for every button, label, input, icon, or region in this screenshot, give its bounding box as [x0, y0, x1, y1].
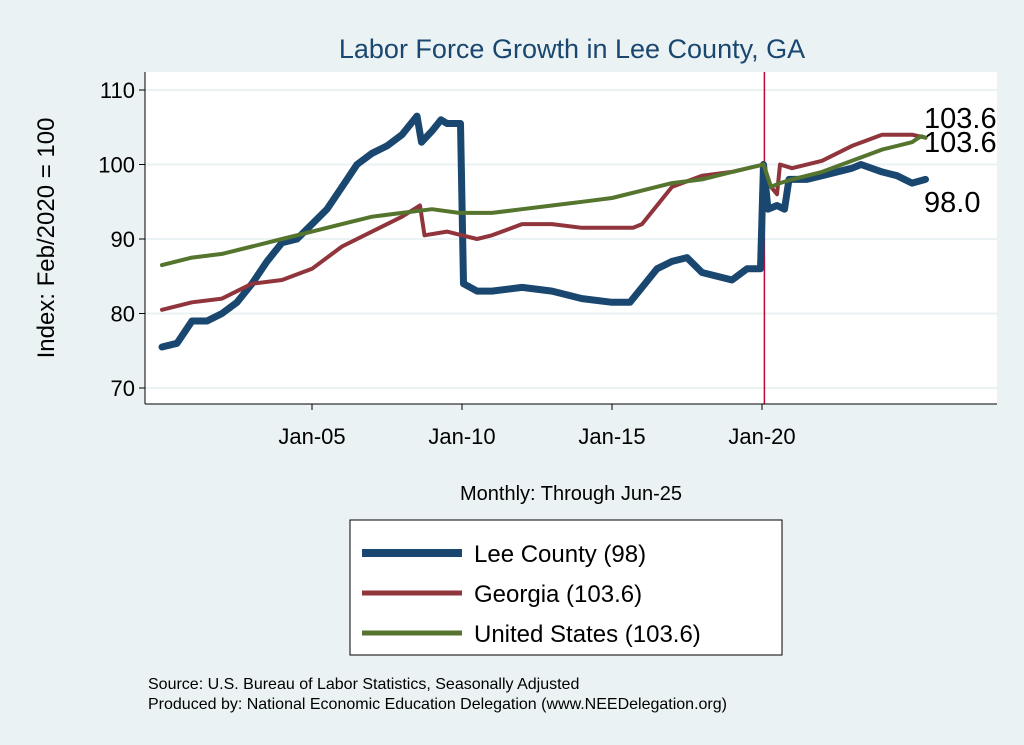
x-tick-label: Jan-05: [278, 424, 345, 449]
legend-label: United States (103.6): [474, 621, 701, 648]
y-tick-label: 110: [100, 78, 135, 103]
producer-note: Produced by: National Economic Education…: [148, 696, 727, 713]
y-tick-label: 70: [111, 376, 135, 401]
source-note: Source: U.S. Bureau of Labor Statistics,…: [148, 676, 579, 693]
end-value-label: 103.6: [924, 103, 997, 135]
x-axis-label: Monthly: Through Jun-25: [460, 483, 682, 505]
legend-label: Georgia (103.6): [474, 581, 642, 608]
legend-label: Lee County (98): [474, 541, 646, 568]
series-line-1: [160, 132, 928, 312]
x-tick-label: Jan-20: [728, 424, 795, 449]
y-axis-label: Index: Feb/2020 = 100: [33, 118, 60, 359]
legend: Lee County (98) Georgia (103.6) United Sta…: [349, 519, 783, 656]
y-tick-label: 90: [111, 227, 135, 252]
end-value-label: 98.0: [924, 187, 980, 219]
end-value-label: 103.6: [924, 127, 997, 159]
y-tick-label: 100: [98, 153, 135, 178]
chart-title: Labor Force Growth in Lee County, GA: [339, 34, 805, 64]
y-tick-label: 80: [111, 302, 135, 327]
series-line-0: [158, 112, 929, 351]
series-line-2: [160, 134, 928, 268]
x-tick-label: Jan-15: [578, 424, 645, 449]
x-tick-label: Jan-10: [428, 424, 495, 449]
